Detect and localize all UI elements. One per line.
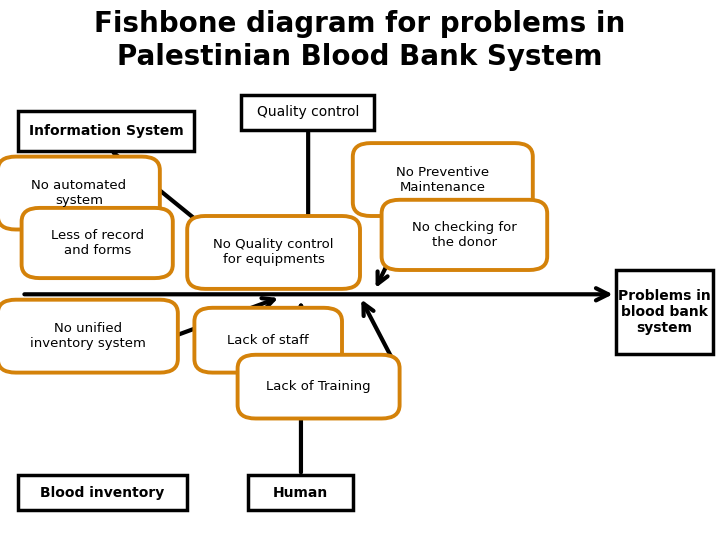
FancyBboxPatch shape bbox=[18, 475, 187, 510]
FancyBboxPatch shape bbox=[382, 200, 547, 270]
Text: Less of record
and forms: Less of record and forms bbox=[50, 229, 144, 257]
FancyBboxPatch shape bbox=[0, 300, 178, 373]
Text: Fishbone diagram for problems in: Fishbone diagram for problems in bbox=[94, 10, 626, 38]
Text: Problems in
blood bank
system: Problems in blood bank system bbox=[618, 289, 711, 335]
Text: Palestinian Blood Bank System: Palestinian Blood Bank System bbox=[117, 43, 603, 71]
Text: No automated
system: No automated system bbox=[31, 179, 127, 207]
Text: Blood inventory: Blood inventory bbox=[40, 486, 165, 500]
FancyBboxPatch shape bbox=[248, 475, 353, 510]
FancyBboxPatch shape bbox=[0, 157, 160, 230]
Text: Information System: Information System bbox=[29, 124, 184, 138]
FancyBboxPatch shape bbox=[616, 270, 713, 354]
Text: No Quality control
for equipments: No Quality control for equipments bbox=[213, 239, 334, 266]
Text: Lack of Training: Lack of Training bbox=[266, 380, 371, 393]
Text: Lack of staff: Lack of staff bbox=[228, 334, 309, 347]
FancyBboxPatch shape bbox=[18, 111, 194, 151]
FancyBboxPatch shape bbox=[241, 94, 374, 130]
FancyBboxPatch shape bbox=[353, 143, 533, 216]
Text: Human: Human bbox=[273, 486, 328, 500]
Text: Quality control: Quality control bbox=[256, 105, 359, 119]
FancyBboxPatch shape bbox=[187, 216, 360, 289]
Text: No unified
inventory system: No unified inventory system bbox=[30, 322, 145, 350]
FancyBboxPatch shape bbox=[22, 208, 173, 278]
Text: No Preventive
Maintenance: No Preventive Maintenance bbox=[396, 166, 490, 193]
Text: No checking for
the donor: No checking for the donor bbox=[412, 221, 517, 249]
FancyBboxPatch shape bbox=[194, 308, 342, 373]
FancyBboxPatch shape bbox=[238, 355, 400, 418]
